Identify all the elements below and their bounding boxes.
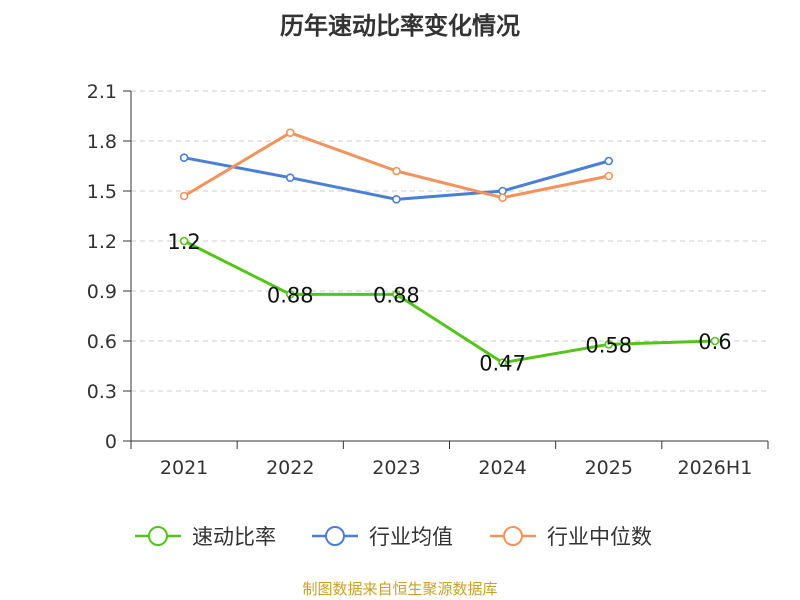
- legend-item: 行业中位数: [490, 525, 652, 549]
- data-label: 1.2: [167, 230, 200, 254]
- legend-item: 行业均值: [312, 525, 453, 549]
- axes: [130, 91, 768, 442]
- data-point: [392, 166, 401, 176]
- data-labels: 1.2 0.88 0.88 0.47 0.58 0.6: [167, 230, 731, 376]
- x-tick-label: 2023: [372, 457, 420, 479]
- y-axis-ticks: 0 0.3 0.6 0.9 1.2 1.5 1.8 2.1: [87, 81, 131, 453]
- data-label: 0.58: [585, 333, 632, 357]
- data-label: 0.88: [267, 283, 314, 307]
- data-point: [285, 173, 295, 182]
- data-label: 0.47: [479, 352, 526, 376]
- data-point: [604, 171, 614, 181]
- y-tick-label: 0.3: [87, 381, 117, 403]
- data-point: [498, 193, 507, 202]
- data-label: 0.6: [698, 330, 731, 354]
- x-tick-label: 2025: [585, 457, 633, 479]
- y-tick-label: 1.5: [87, 181, 117, 203]
- gridlines: [131, 90, 768, 392]
- x-tick-label: 2024: [478, 457, 526, 479]
- data-point: [285, 290, 295, 299]
- legend-label: 行业均值: [369, 525, 453, 549]
- legend: 速动比率 行业均值 行业中位数: [135, 525, 652, 549]
- data-point: [285, 128, 295, 137]
- x-tick-label: 2021: [160, 457, 208, 479]
- data-point: [179, 236, 189, 246]
- legend-label: 行业中位数: [547, 525, 652, 549]
- x-tick-label: 2022: [266, 457, 314, 479]
- y-tick-label: 1.8: [87, 131, 117, 153]
- data-point: [179, 191, 189, 201]
- data-label: 0.88: [373, 283, 420, 307]
- legend-marker: [503, 526, 523, 546]
- series-line: [183, 239, 715, 365]
- y-tick-label: 0: [105, 431, 117, 453]
- data-point: [392, 290, 401, 299]
- data-point: [604, 156, 614, 166]
- legend-label: 速动比率: [192, 525, 276, 549]
- legend-item: 速动比率: [135, 525, 276, 549]
- x-axis-ticks: 2021 2022 2023 2024 2025 2026H1: [130, 441, 769, 479]
- y-tick-label: 0.6: [87, 331, 117, 353]
- series-line: [183, 131, 610, 200]
- series-line: [183, 156, 610, 201]
- legend-marker: [148, 526, 168, 546]
- data-point: [710, 336, 720, 346]
- source-note: 制图数据来自恒生聚源数据库: [302, 580, 498, 598]
- data-point: [604, 340, 614, 349]
- data-point: [498, 358, 507, 367]
- x-tick-label: 2026H1: [678, 457, 753, 479]
- data-point: [179, 153, 189, 162]
- y-tick-label: 2.1: [87, 81, 117, 103]
- data-point: [392, 195, 401, 204]
- chart-title: 历年速动比率变化情况: [280, 12, 520, 40]
- y-tick-label: 0.9: [87, 281, 117, 303]
- series-lines: [179, 128, 720, 367]
- y-tick-label: 1.2: [87, 231, 117, 253]
- legend-marker: [325, 526, 345, 546]
